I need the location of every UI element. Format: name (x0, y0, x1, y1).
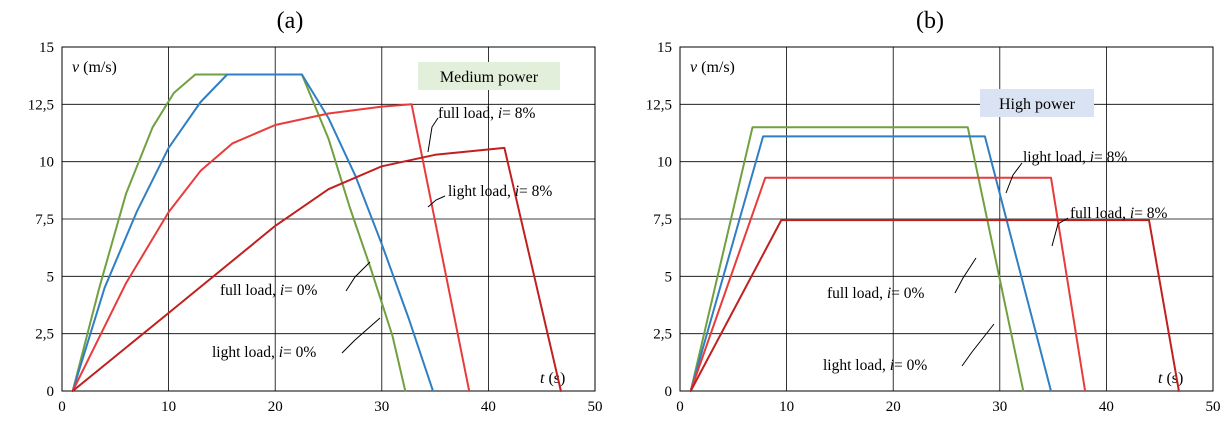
series-annotation: full load, i= 0% (220, 261, 371, 299)
annotation-label: full load, i= 8% (1070, 205, 1168, 222)
y-tick-label: 10 (657, 155, 672, 171)
series-annotation: full load, i= 8% (427, 105, 536, 153)
series-line (689, 126, 1025, 392)
x-tick-label: 0 (676, 399, 684, 415)
x-tick-label: 30 (374, 399, 389, 415)
x-axis-label: t (s) (540, 370, 565, 387)
power-badge-label: Medium power (440, 69, 539, 86)
annotation-leader-line (427, 117, 439, 153)
y-tick-label: 0 (665, 384, 673, 400)
series-annotation: light load, i= 0% (823, 323, 995, 374)
panel-title: (b) (916, 8, 944, 34)
y-tick-label: 12,5 (28, 97, 54, 113)
y-tick-label: 5 (47, 269, 55, 285)
annotation-label: light load, i= 8% (448, 183, 552, 200)
series-annotation: light load, i= 8% (1005, 149, 1127, 194)
annotation-leader-line (954, 257, 977, 294)
panel-title: (a) (277, 8, 304, 34)
series-annotation: full load, i= 8% (1051, 205, 1168, 247)
annotation-label: light load, i= 8% (1023, 149, 1127, 166)
annotation-leader-line (345, 261, 371, 292)
annotation-label: full load, i= 0% (220, 282, 318, 299)
annotation-leader-line (427, 195, 446, 208)
series-line (71, 146, 562, 392)
y-tick-label: 10 (39, 155, 54, 171)
x-tick-label: 0 (58, 399, 66, 415)
x-tick-label: 10 (779, 399, 794, 415)
x-tick-label: 30 (992, 399, 1007, 415)
series-annotation: light load, i= 8% (427, 183, 552, 208)
x-tick-label: 10 (161, 399, 176, 415)
x-tick-label: 40 (481, 399, 496, 415)
y-tick-label: 15 (39, 40, 54, 56)
power-badge: Medium power (418, 62, 560, 90)
series-annotation: light load, i= 0% (212, 317, 381, 361)
x-tick-label: 50 (1206, 399, 1220, 415)
power-badge-label: High power (999, 96, 1076, 113)
panel-a: (a) 0 10 20 30 40 50 0 2,5 5 7,5 10 12,5 15 v (m/s) t (… (28, 8, 603, 415)
x-tick-label: 20 (886, 399, 901, 415)
annotation-leader-line (961, 323, 995, 367)
x-tick-label: 40 (1099, 399, 1114, 415)
annotation-leader-line (341, 317, 381, 354)
y-axis-label: v (m/s) (690, 59, 735, 76)
y-tick-label: 5 (665, 269, 673, 285)
panel-b: (b) 0 10 20 30 40 50 0 2,5 5 7,5 10 12,5 15 v (m/s) t (… (646, 8, 1220, 415)
annotation-label: light load, i= 0% (212, 344, 316, 361)
series-line (689, 219, 1180, 392)
y-tick-label: 7,5 (653, 212, 672, 228)
x-tick-label: 20 (268, 399, 283, 415)
y-tick-label: 7,5 (35, 212, 54, 228)
y-tick-label: 12,5 (646, 97, 672, 113)
series-line (71, 103, 471, 392)
plot-frame (679, 46, 1214, 392)
y-tick-label: 15 (657, 40, 672, 56)
series-line (71, 73, 434, 392)
series-line (689, 135, 1052, 392)
x-axis-label: t (s) (1158, 370, 1183, 387)
annotation-label: full load, i= 8% (438, 105, 536, 122)
plot-frame (61, 46, 596, 392)
x-tick-label: 50 (588, 399, 603, 415)
y-axis-label: v (m/s) (72, 59, 117, 76)
annotation-leader-line (1005, 162, 1023, 194)
y-tick-label: 2,5 (653, 327, 672, 343)
power-badge: High power (980, 89, 1094, 117)
annotation-leader-line (1051, 217, 1069, 247)
annotation-label: light load, i= 0% (823, 357, 927, 374)
series-annotation: full load, i= 0% (827, 257, 977, 302)
series-line (689, 176, 1087, 392)
y-tick-label: 2,5 (35, 327, 54, 343)
annotation-label: full load, i= 0% (827, 285, 925, 302)
y-tick-label: 0 (47, 384, 55, 400)
